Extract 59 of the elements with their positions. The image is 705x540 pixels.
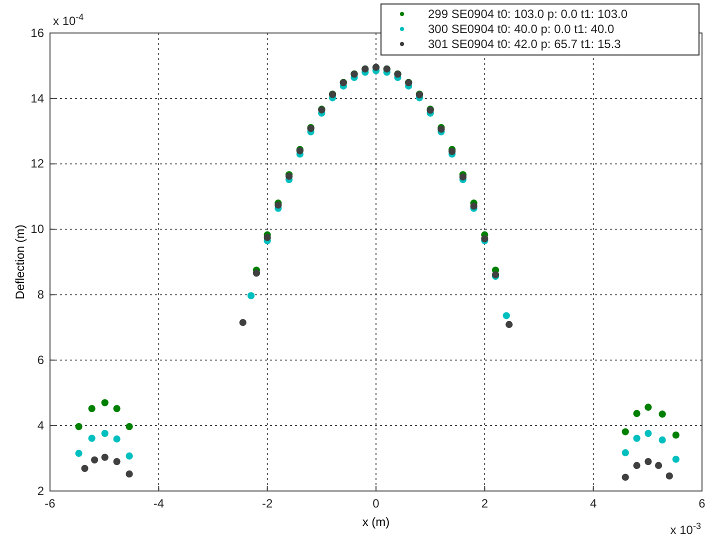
point xyxy=(672,456,680,463)
point xyxy=(101,430,108,437)
text: x 10$^{-3}$ xyxy=(670,521,701,537)
y-tick-label: 6 xyxy=(37,352,44,367)
point xyxy=(658,436,666,444)
legend-label: 299 SE0904 t0: 103.0 p: 0.0 t1: 103.0 xyxy=(428,7,628,21)
point xyxy=(633,462,640,470)
point xyxy=(247,292,255,300)
point xyxy=(502,312,510,320)
point xyxy=(90,456,98,464)
point xyxy=(264,234,271,242)
point xyxy=(81,464,88,472)
legend-label: 301 SE0904 t0: 42.0 p: 65.7 t1: 15.3 xyxy=(428,37,622,51)
point xyxy=(644,404,652,411)
point xyxy=(622,449,629,456)
point xyxy=(666,472,673,480)
point xyxy=(633,410,640,418)
point xyxy=(506,320,513,328)
point xyxy=(644,458,652,466)
x-tick-label: 2 xyxy=(481,496,488,511)
y-tick-label: 2 xyxy=(37,484,44,498)
point xyxy=(658,410,666,418)
x-tick-label: 0 xyxy=(372,496,380,511)
point xyxy=(126,452,133,460)
y-tick-label: 4 xyxy=(37,418,44,432)
y-tick-label: 12 xyxy=(30,156,44,171)
point xyxy=(644,430,652,437)
point xyxy=(113,435,120,443)
point xyxy=(654,462,662,470)
point xyxy=(672,432,680,439)
point xyxy=(459,173,466,181)
point xyxy=(88,405,96,412)
point xyxy=(101,454,108,461)
y-tick-label: 10 xyxy=(30,222,44,236)
y-axis-title: Deflection (m) xyxy=(13,224,27,300)
point xyxy=(239,318,246,326)
x-tick-label: -4 xyxy=(153,496,164,511)
y-tick-label: 16 xyxy=(30,26,44,40)
x-tick-label: 6 xyxy=(698,496,705,511)
point xyxy=(75,422,82,430)
point xyxy=(113,405,120,412)
x-tick-label: -6 xyxy=(44,496,56,511)
point xyxy=(101,399,108,406)
x-tick-label: -2 xyxy=(262,496,273,511)
legend-label: 300 SE0904 t0: 40.0 p: 0.0 t1: 40.0 xyxy=(428,22,614,36)
point xyxy=(126,422,133,430)
point xyxy=(113,458,120,466)
x-tick-label: 4 xyxy=(590,496,597,511)
point xyxy=(622,474,629,481)
point xyxy=(126,470,133,478)
point xyxy=(633,434,640,442)
point xyxy=(622,428,629,436)
y-tick-label: 8 xyxy=(37,288,44,302)
point xyxy=(75,450,82,457)
point xyxy=(252,270,260,277)
point xyxy=(88,434,96,442)
y-tick-label: 14 xyxy=(30,91,44,106)
x-axis-title: x (m) xyxy=(362,515,390,529)
text: x 10$^{-4}$ xyxy=(53,12,84,28)
